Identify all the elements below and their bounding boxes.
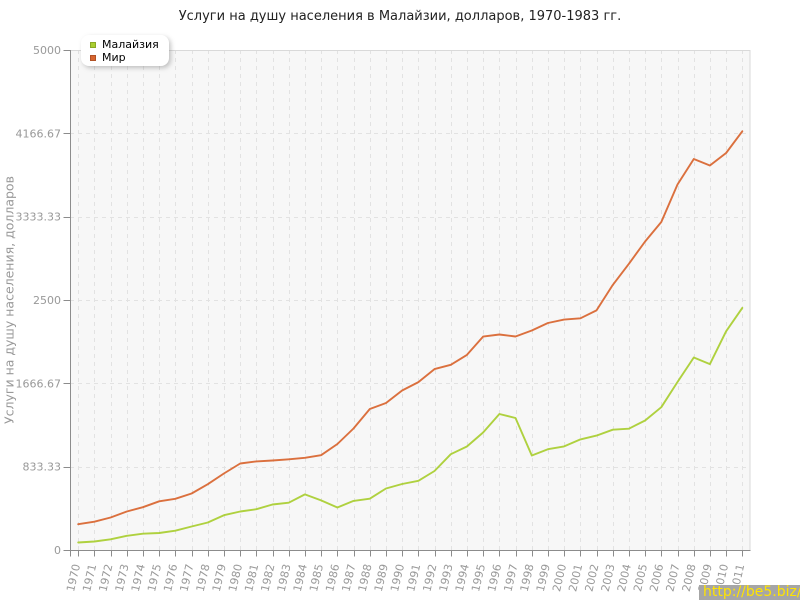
x-tick-label: 1993 — [437, 563, 456, 593]
x-tick-label: 2002 — [583, 563, 602, 593]
x-tick-label: 1983 — [275, 563, 294, 593]
x-tick-label: 1973 — [113, 563, 132, 593]
x-tick-label: 2006 — [647, 563, 666, 593]
legend-label-malaysia: Малайзия — [102, 38, 159, 51]
x-tick-label: 1977 — [178, 563, 197, 593]
x-tick-label: 1991 — [404, 563, 423, 593]
x-tick-label: 1987 — [340, 563, 359, 593]
legend-item-malaysia: Малайзия — [81, 38, 169, 51]
x-tick-label: 2005 — [631, 563, 650, 593]
x-tick-label: 1971 — [80, 563, 99, 593]
x-tick-label: 1995 — [469, 563, 488, 593]
x-tick-label: 2001 — [566, 563, 585, 593]
legend-label-world: Мир — [102, 51, 126, 64]
y-tick-label: 2500 — [33, 294, 61, 307]
x-tick-label: 1984 — [291, 563, 310, 593]
legend-item-world: Мир — [81, 51, 169, 64]
x-tick-label: 1999 — [534, 563, 553, 593]
x-tick-label: 2000 — [550, 563, 569, 593]
x-tick-label: 1988 — [356, 563, 375, 593]
x-tick-label: 1972 — [97, 563, 116, 593]
watermark: http://be5.biz/ — [699, 585, 800, 600]
x-tick-label: 1974 — [129, 563, 148, 593]
x-tick-label: 1989 — [372, 563, 391, 593]
malaysia-swatch-icon — [90, 41, 96, 48]
x-tick-label: 1998 — [518, 563, 537, 593]
y-axis-title: Услуги на душу населения, долларов — [1, 176, 17, 424]
world-line — [77, 130, 744, 526]
y-tick-label: 3333.33 — [16, 211, 62, 224]
x-tick-label: 1986 — [323, 563, 342, 593]
x-tick-label: 1997 — [502, 563, 521, 593]
x-tick-label: 1994 — [453, 563, 472, 593]
x-tick-label: 1976 — [161, 563, 180, 593]
y-tick-label: 0 — [54, 544, 61, 557]
x-tick-label: 1985 — [307, 563, 326, 593]
x-tick-label: 1970 — [64, 563, 83, 593]
legend: Малайзия Мир — [81, 35, 169, 66]
malaysia-line — [77, 306, 744, 544]
x-tick-label: 1978 — [194, 563, 213, 593]
x-tick-label: 2004 — [615, 563, 634, 593]
x-tick-label: 1992 — [421, 563, 440, 593]
x-tick-label: 1982 — [259, 563, 278, 593]
watermark-url: http://be5.biz/ — [703, 585, 800, 600]
y-tick-label: 833.33 — [23, 461, 62, 474]
y-tick-label: 4166.67 — [16, 127, 62, 140]
x-tick-label: 1980 — [226, 563, 245, 593]
world-swatch-icon — [90, 54, 96, 61]
x-tick-label: 2003 — [599, 563, 618, 593]
x-tick-label: 2008 — [680, 563, 699, 593]
x-tick-label: 1975 — [145, 563, 164, 593]
x-tick-label: 1996 — [485, 563, 504, 593]
x-tick-label: 1979 — [210, 563, 229, 593]
x-tick-label: 1990 — [388, 563, 407, 593]
x-tick-label: 1981 — [242, 563, 261, 593]
y-tick-label: 1666.67 — [16, 377, 62, 390]
chart-title: Услуги на душу населения в Малайзии, дол… — [178, 9, 622, 24]
x-tick-label: 2007 — [664, 563, 683, 593]
y-tick-label: 5000 — [33, 44, 61, 57]
